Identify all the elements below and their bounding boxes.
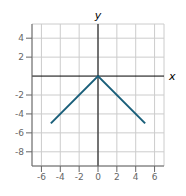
svg-text:-6: -6: [15, 128, 24, 138]
svg-text:y: y: [94, 9, 102, 22]
svg-text:-4: -4: [56, 172, 65, 182]
svg-text:-2: -2: [75, 172, 84, 182]
svg-text:-6: -6: [37, 172, 46, 182]
svg-text:-2: -2: [15, 90, 24, 100]
svg-text:6: 6: [152, 172, 158, 182]
svg-text:2: 2: [18, 52, 24, 62]
svg-text:2: 2: [114, 172, 120, 182]
svg-text:4: 4: [133, 172, 139, 182]
svg-text:0: 0: [95, 172, 101, 182]
svg-text:x: x: [168, 70, 176, 83]
svg-text:4: 4: [18, 33, 24, 43]
svg-text:-4: -4: [15, 109, 24, 119]
svg-text:-8: -8: [15, 147, 24, 157]
